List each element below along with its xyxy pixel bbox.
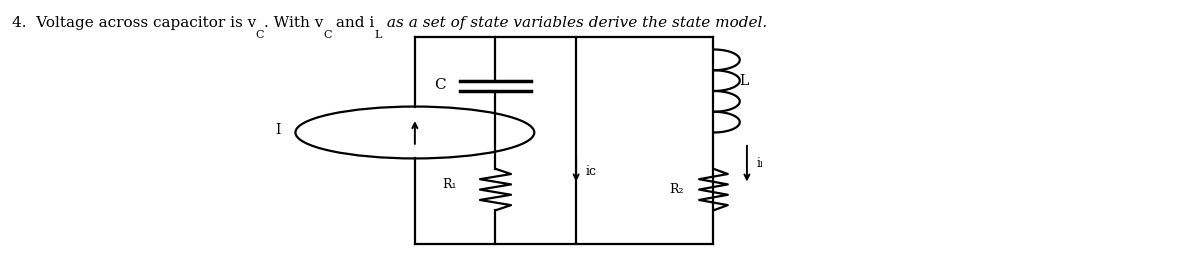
Text: 4.  Voltage across capacitor is v: 4. Voltage across capacitor is v	[12, 16, 257, 30]
Text: R₁: R₁	[443, 178, 457, 191]
Text: L: L	[374, 30, 382, 40]
Text: iᴄ: iᴄ	[586, 165, 596, 178]
Text: and i: and i	[331, 16, 374, 30]
Text: . With v: . With v	[264, 16, 323, 30]
Text: as a set of state variables derive the state model.: as a set of state variables derive the s…	[382, 16, 767, 30]
Text: L: L	[739, 74, 749, 88]
Text: C: C	[256, 30, 264, 40]
Text: C: C	[323, 30, 331, 40]
Text: iₗ: iₗ	[756, 157, 763, 170]
Text: R₂: R₂	[670, 183, 684, 196]
Text: I: I	[276, 123, 281, 137]
Text: C: C	[433, 77, 445, 91]
